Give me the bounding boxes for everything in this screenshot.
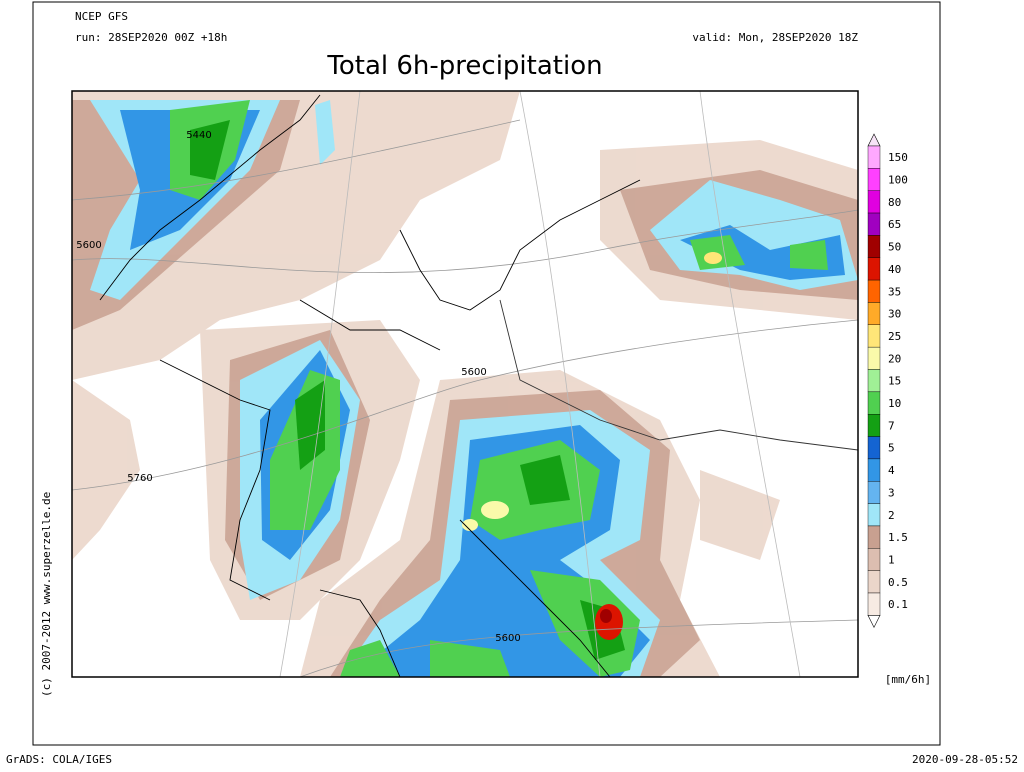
legend: 150 100 80 65 50 40 35 30 25 20 15 10 7 5 4 3 2 1.5 1 0.5 0.… bbox=[867, 133, 908, 629]
legend-label: 65 bbox=[888, 218, 901, 231]
legend-swatch bbox=[867, 548, 881, 571]
legend-label: 10 bbox=[888, 397, 901, 410]
legend-swatch bbox=[867, 324, 881, 348]
legend-label: 80 bbox=[888, 196, 901, 209]
legend-label: 3 bbox=[888, 486, 895, 499]
legend-label: 1.5 bbox=[888, 531, 908, 544]
legend-swatch bbox=[867, 369, 881, 393]
legend-swatch bbox=[867, 414, 881, 437]
contour-label: 5600 bbox=[495, 633, 520, 644]
credit: (c) 2007-2012 www.superzelle.de bbox=[40, 492, 53, 697]
legend-swatch bbox=[867, 212, 881, 236]
legend-label: 35 bbox=[888, 285, 901, 298]
title: Total 6h-precipitation bbox=[326, 51, 602, 81]
legend-swatch bbox=[867, 302, 881, 326]
legend-swatch bbox=[867, 235, 881, 258]
legend-label: 150 bbox=[888, 151, 908, 164]
map bbox=[72, 91, 858, 677]
legend-label: 5 bbox=[888, 442, 895, 455]
legend-label: 1 bbox=[888, 553, 895, 566]
legend-swatch bbox=[867, 346, 881, 370]
legend-label: 20 bbox=[888, 352, 901, 365]
legend-swatch bbox=[867, 391, 881, 415]
legend-label: 2 bbox=[888, 509, 895, 522]
legend-swatch bbox=[867, 190, 881, 214]
legend-label: 0.5 bbox=[888, 576, 908, 589]
legend-label: 25 bbox=[888, 330, 901, 343]
legend-swatch bbox=[867, 279, 881, 303]
legend-label: 40 bbox=[888, 263, 901, 276]
legend-swatch bbox=[867, 503, 881, 527]
footer-right: 2020-09-28-05:52 bbox=[912, 753, 1018, 766]
contour-label: 5760 bbox=[127, 473, 152, 484]
legend-swatch bbox=[867, 145, 881, 169]
legend-swatch bbox=[867, 458, 881, 482]
footer-left: GrADS: COLA/IGES bbox=[6, 753, 112, 766]
legend-label: 100 bbox=[888, 174, 908, 187]
legend-swatch bbox=[867, 592, 881, 616]
legend-unit: [mm/6h] bbox=[885, 673, 931, 686]
legend-label: 4 bbox=[888, 464, 895, 477]
legend-label: 15 bbox=[888, 375, 901, 388]
legend-swatch bbox=[867, 257, 881, 281]
legend-label: 7 bbox=[888, 419, 895, 432]
legend-swatch bbox=[867, 481, 881, 504]
legend-label: 30 bbox=[888, 308, 901, 321]
contour-label: 5600 bbox=[76, 240, 101, 251]
legend-arrow bbox=[867, 133, 881, 147]
legend-arrow bbox=[867, 615, 881, 629]
contour-label: 5600 bbox=[461, 367, 486, 378]
legend-swatch bbox=[867, 168, 881, 191]
frame bbox=[32, 1, 941, 746]
model: NCEP GFS bbox=[75, 10, 128, 23]
legend-swatch bbox=[867, 570, 881, 594]
contour-label: 5440 bbox=[186, 130, 211, 141]
map-border bbox=[71, 90, 859, 678]
run: run: 28SEP2020 00Z +18h bbox=[75, 31, 227, 44]
legend-swatch bbox=[867, 525, 881, 549]
legend-label: 0.1 bbox=[888, 598, 908, 611]
legend-swatch bbox=[867, 436, 881, 460]
legend-label: 50 bbox=[888, 241, 901, 254]
valid: valid: Mon, 28SEP2020 18Z bbox=[692, 31, 858, 44]
